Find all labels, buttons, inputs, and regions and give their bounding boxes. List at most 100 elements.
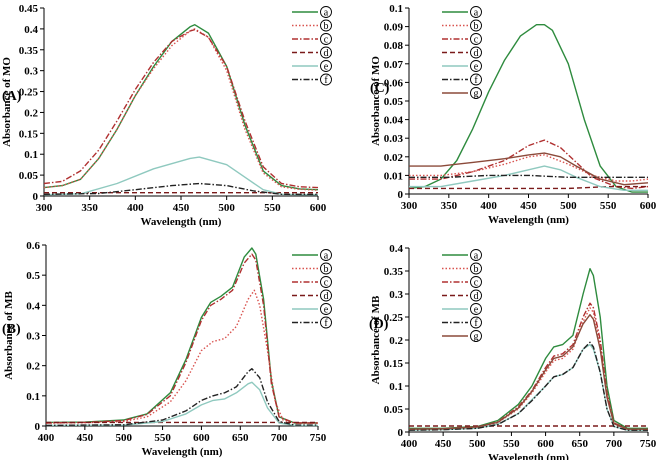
y-tick-label: 0.1 xyxy=(389,3,403,15)
legend-marker xyxy=(470,262,482,275)
legend-label: a xyxy=(324,8,329,19)
legend-marker xyxy=(320,46,332,59)
y-tick-label: 0.15 xyxy=(384,358,404,370)
y-tick-label: 0.06 xyxy=(384,77,404,89)
y-tick-label: 0.35 xyxy=(384,266,404,278)
y-tick-label: 0 xyxy=(33,191,39,203)
y-tick-label: 0.01 xyxy=(384,170,403,182)
legend-marker xyxy=(320,289,332,302)
legend-label: e xyxy=(324,305,329,316)
y-tick-label: 0 xyxy=(35,421,41,433)
legend-marker xyxy=(470,33,482,45)
legend-label: d xyxy=(324,48,329,59)
x-tick-label: 500 xyxy=(469,438,486,450)
panel-label: (A) xyxy=(2,89,22,104)
legend-label: a xyxy=(474,8,479,19)
series-line-e xyxy=(43,156,318,196)
y-tick-label: 0.35 xyxy=(19,45,39,57)
panel-label: (B) xyxy=(2,322,21,337)
legend-label: d xyxy=(474,291,479,302)
legend-marker xyxy=(470,303,482,315)
y-tick-label: 0.45 xyxy=(19,3,39,15)
x-tick-label: 300 xyxy=(401,200,418,212)
x-axis-label: Wavelength (nm) xyxy=(141,216,222,228)
y-tick-label: 0.3 xyxy=(24,66,38,78)
legend-label: e xyxy=(474,305,479,316)
legend-marker xyxy=(470,276,482,288)
y-tick-label: 0.1 xyxy=(26,391,40,403)
x-tick-label: 700 xyxy=(606,438,623,450)
legend-label: c xyxy=(474,35,479,46)
x-axis-label: Wavelength (nm) xyxy=(488,214,569,226)
x-tick-label: 350 xyxy=(81,202,98,214)
legend-label: a xyxy=(324,251,329,262)
y-axis-label: Absorbance of MB xyxy=(370,295,382,384)
series-line-b xyxy=(45,289,318,424)
legend-marker xyxy=(320,249,332,261)
legend-marker xyxy=(470,87,482,99)
x-tick-label: 500 xyxy=(115,432,132,444)
series-line-c xyxy=(43,29,319,189)
y-tick-label: 0.03 xyxy=(384,133,404,145)
y-tick-label: 0 xyxy=(398,189,404,201)
y-axis-label: Absorbance of MO xyxy=(1,57,13,147)
legend-marker xyxy=(470,289,482,302)
x-axis-label: Wavelength (nm) xyxy=(488,452,569,460)
legend-marker xyxy=(320,73,332,86)
legend-marker xyxy=(320,276,332,288)
x-tick-label: 450 xyxy=(173,202,190,214)
legend-label: d xyxy=(474,48,479,59)
panel-c: 300 350 400 450 500 550 600 0 0.01 0.02 0.03 0.04 0.… xyxy=(370,3,657,226)
y-tick-label: 0.1 xyxy=(24,149,38,161)
series-line-a xyxy=(408,24,648,193)
y-tick-label: 0.25 xyxy=(19,87,39,99)
y-tick-label: 0.05 xyxy=(384,96,404,108)
y-tick-label: 0.3 xyxy=(26,331,40,343)
legend-label: c xyxy=(474,278,479,289)
y-tick-label: 0.04 xyxy=(384,115,404,127)
x-tick-label: 400 xyxy=(480,200,497,212)
x-tick-label: 650 xyxy=(571,438,588,450)
x-tick-label: 700 xyxy=(271,432,288,444)
legend-marker xyxy=(320,6,332,18)
y-tick-label: 0.05 xyxy=(384,404,404,416)
legend-label: f xyxy=(474,75,478,86)
x-tick-label: 450 xyxy=(77,432,94,444)
panel-b: 400 450 500 550 600 650 700 750 0 0.1 0.2 0.3 0.4 0.5… xyxy=(2,240,332,458)
x-tick-label: 750 xyxy=(310,432,327,444)
y-tick-label: 0.05 xyxy=(19,170,39,182)
x-tick-label: 750 xyxy=(640,438,657,450)
series-line-f xyxy=(45,368,318,427)
y-tick-label: 0.25 xyxy=(384,312,404,324)
legend-marker xyxy=(320,262,332,275)
legend-label: f xyxy=(324,75,328,86)
panel-d: 400 450 500 550 600 650 700 750 0 0.05 0.1 0.15 0.2 0… xyxy=(369,243,657,460)
y-tick-label: 0.6 xyxy=(26,240,40,252)
y-tick-label: 0.09 xyxy=(384,22,404,34)
series-line-e xyxy=(409,165,648,192)
legend-marker xyxy=(320,60,332,72)
series-line-f xyxy=(408,341,648,431)
y-axis-label: Absorbance of MO xyxy=(370,56,382,146)
x-tick-label: 550 xyxy=(503,438,520,450)
legend-label: c xyxy=(324,35,329,46)
y-tick-label: 0.2 xyxy=(24,107,38,119)
series-line-f xyxy=(409,174,648,179)
legend-label: f xyxy=(474,318,478,329)
x-tick-label: 550 xyxy=(264,202,281,214)
x-tick-label: 600 xyxy=(193,432,210,444)
x-tick-label: 350 xyxy=(441,200,458,212)
legend-marker xyxy=(470,46,482,59)
y-tick-label: 0.15 xyxy=(19,128,39,140)
y-tick-label: 0.07 xyxy=(384,59,404,71)
x-tick-label: 400 xyxy=(127,202,144,214)
y-tick-label: 0.2 xyxy=(26,361,40,373)
series-line-e xyxy=(45,381,318,427)
legend-marker xyxy=(470,60,482,72)
legend-label: e xyxy=(474,62,479,73)
y-tick-label: 0.1 xyxy=(389,381,403,393)
